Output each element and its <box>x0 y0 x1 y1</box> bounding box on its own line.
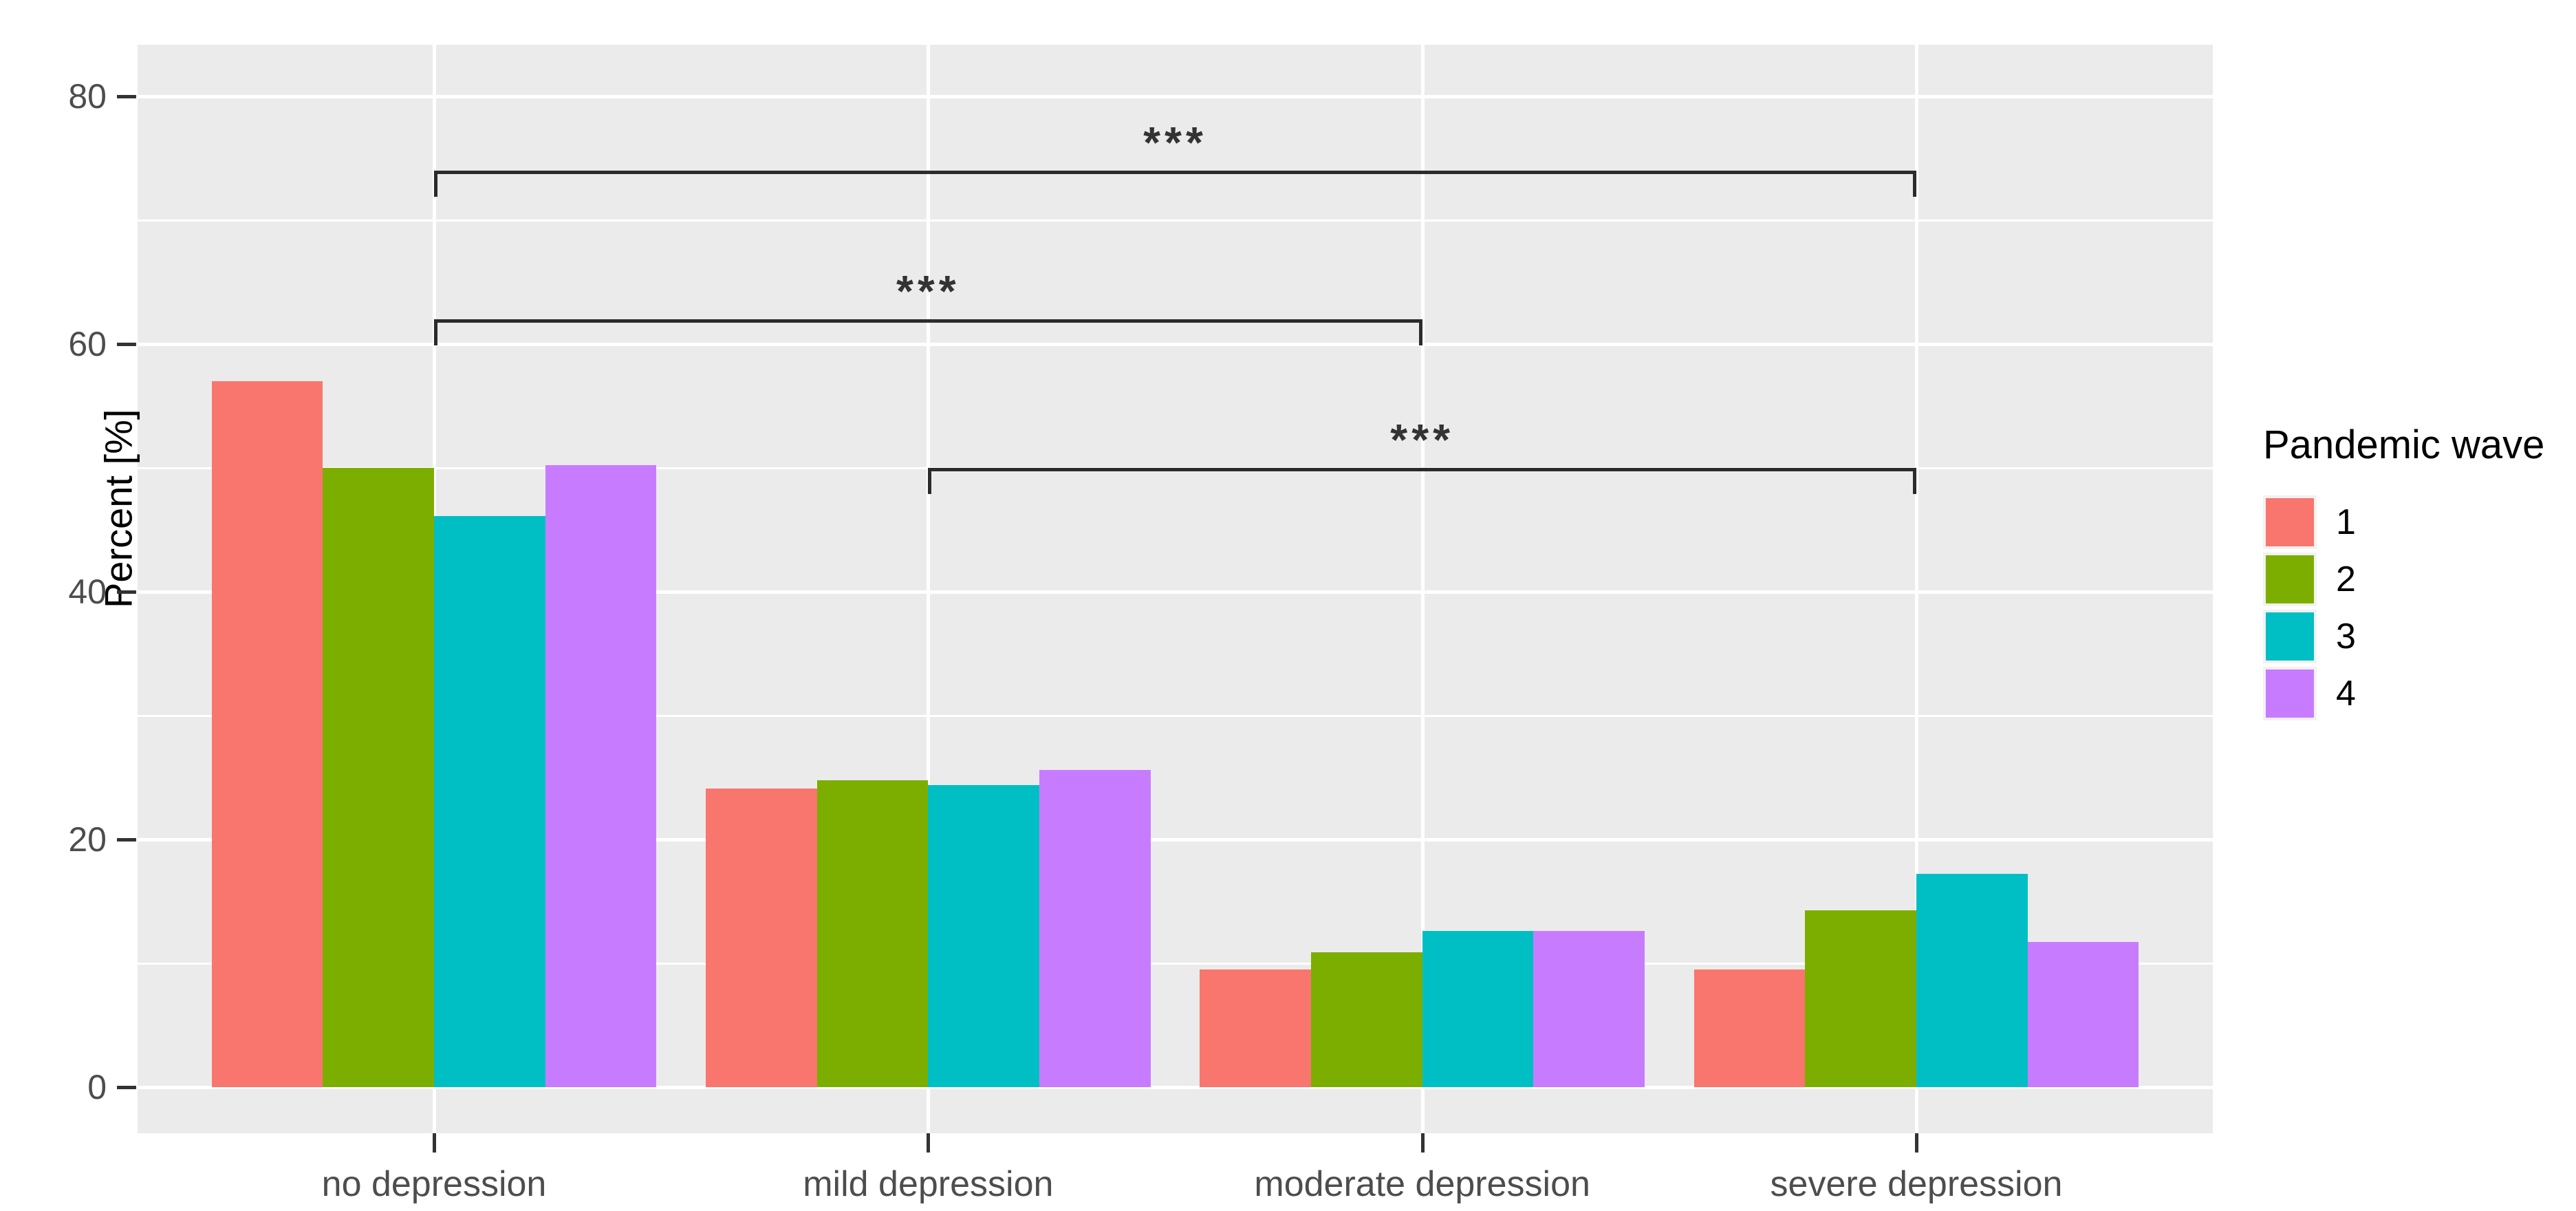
bar-wave2-mild-depression <box>816 780 929 1087</box>
y-tick-mark-40 <box>117 590 136 594</box>
x-tick-mark-1 <box>433 1133 436 1153</box>
legend-swatch-wave-3 <box>2266 612 2314 661</box>
legend-label-wave-4: 4 <box>2336 674 2356 714</box>
y-tick-label-20: 20 <box>68 820 107 859</box>
legend-key-wave-1 <box>2263 495 2317 549</box>
y-tick-mark-20 <box>117 838 136 842</box>
y-tick-label-40: 40 <box>68 572 107 611</box>
bar-wave2-moderate-depression <box>1311 952 1422 1087</box>
gridline-minor-y30 <box>138 715 2213 717</box>
x-tick-mark-3 <box>1420 1133 1425 1153</box>
bar-wave4-moderate-depression <box>1533 931 1645 1087</box>
legend-items: 1 2 3 4 <box>2263 495 2544 720</box>
legend-item-wave-4: 4 <box>2263 667 2544 720</box>
bar-wave1-mild-depression <box>706 789 817 1087</box>
legend-swatch-wave-1 <box>2266 498 2314 546</box>
gridline-major-y20 <box>138 838 2213 842</box>
bar-wave2-no-depression <box>323 468 434 1087</box>
sig-stars-3: *** <box>1390 415 1455 464</box>
sig-bracket-3-tip-left <box>928 468 932 494</box>
bar-wave3-severe-depression <box>1916 874 2028 1087</box>
gridline-major-y40 <box>138 590 2213 594</box>
y-tick-label-0: 0 <box>87 1068 107 1106</box>
legend-item-wave-2: 2 <box>2263 553 2544 606</box>
gridline-minor-y10 <box>138 963 2213 965</box>
x-tick-mark-2 <box>927 1133 931 1153</box>
x-tick-label-1: no depression <box>321 1164 547 1204</box>
sig-bracket-2-tip-right <box>1418 319 1422 345</box>
bar-wave3-mild-depression <box>928 784 1039 1087</box>
legend-key-wave-4 <box>2263 667 2317 720</box>
bar-wave4-mild-depression <box>1039 770 1151 1087</box>
bar-wave1-moderate-depression <box>1200 969 1312 1087</box>
x-tick-label-4: severe depression <box>1770 1164 2063 1204</box>
gridline-major-y60 <box>138 343 2213 346</box>
sig-bracket-2-bar <box>434 319 1422 323</box>
x-tick-label-3: moderate depression <box>1254 1164 1590 1204</box>
gridline-minor-y70 <box>138 219 2213 222</box>
plot-panel <box>138 45 2213 1133</box>
bar-wave4-no-depression <box>545 465 657 1087</box>
sig-stars-1: *** <box>1143 118 1207 167</box>
legend-key-wave-3 <box>2263 610 2317 663</box>
legend-swatch-wave-4 <box>2266 669 2314 718</box>
bar-wave1-no-depression <box>211 381 323 1087</box>
legend-title: Pandemic wave <box>2263 422 2545 467</box>
bar-wave4-severe-depression <box>2027 942 2139 1087</box>
sig-stars-2: *** <box>896 266 960 316</box>
gridline-major-x-2 <box>927 45 931 1133</box>
sig-bracket-1-tip-right <box>1913 171 1916 197</box>
legend: Pandemic wave 1 2 3 4 <box>2263 425 2544 724</box>
legend-item-wave-3: 3 <box>2263 610 2544 663</box>
gridline-major-x-4 <box>1915 45 1918 1133</box>
bar-wave3-no-depression <box>434 516 545 1087</box>
x-tick-mark-4 <box>1915 1133 1918 1153</box>
bar-wave1-severe-depression <box>1693 969 1806 1087</box>
bar-wave3-moderate-depression <box>1422 931 1534 1087</box>
gridline-major-x-3 <box>1420 45 1425 1133</box>
y-tick-label-60: 60 <box>68 325 107 363</box>
y-tick-mark-0 <box>117 1086 136 1089</box>
legend-label-wave-1: 1 <box>2336 502 2356 542</box>
legend-label-wave-3: 3 <box>2336 617 2356 656</box>
y-tick-label-80: 80 <box>68 77 107 116</box>
legend-label-wave-2: 2 <box>2336 559 2356 599</box>
y-tick-mark-80 <box>117 95 136 98</box>
sig-bracket-1-tip-left <box>434 171 437 197</box>
bar-wave2-severe-depression <box>1805 910 1916 1087</box>
legend-item-wave-1: 1 <box>2263 495 2544 549</box>
legend-swatch-wave-2 <box>2266 555 2314 603</box>
sig-bracket-3-bar <box>928 468 1916 471</box>
y-tick-mark-60 <box>117 343 136 346</box>
legend-key-wave-2 <box>2263 553 2317 606</box>
gridline-major-y80 <box>138 95 2213 98</box>
sig-bracket-2-tip-left <box>434 319 437 345</box>
x-tick-label-2: mild depression <box>803 1164 1054 1204</box>
sig-bracket-3-tip-right <box>1913 468 1916 494</box>
sig-bracket-1-bar <box>434 171 1916 174</box>
gridline-major-y0 <box>138 1086 2213 1089</box>
